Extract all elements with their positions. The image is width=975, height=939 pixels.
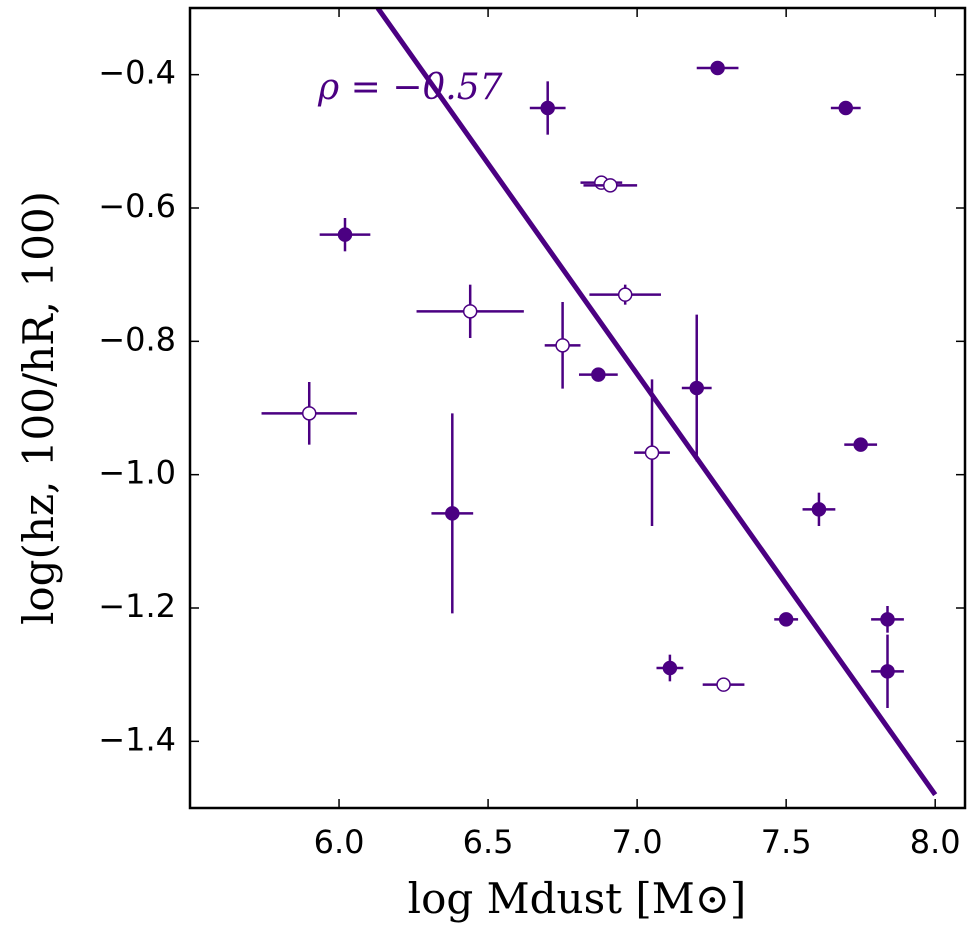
point [462, 304, 478, 319]
point [617, 287, 633, 302]
point [710, 60, 725, 76]
point [555, 338, 570, 353]
y-tick-label: −1.0 [98, 454, 176, 492]
y-tick-label: −0.8 [98, 320, 176, 358]
annotation: ρ = −0.57 [317, 67, 503, 108]
point [716, 677, 731, 692]
y-axis-label: log(hz, 100/hR, 100) [14, 191, 63, 625]
y-tick-label: −0.6 [98, 187, 176, 225]
point [880, 664, 895, 679]
y-tick-label: −0.4 [98, 54, 176, 92]
point [811, 502, 827, 517]
y-tick-label: −1.2 [98, 587, 176, 625]
point [880, 612, 895, 627]
point [603, 178, 618, 193]
x-tick-label: 6.5 [463, 823, 514, 861]
x-tick-label: 8.0 [910, 823, 961, 861]
x-axis-label: log Mdust [M⊙] [408, 874, 747, 923]
point [301, 406, 317, 421]
point [540, 100, 555, 116]
point [337, 227, 353, 242]
point [853, 437, 868, 452]
point [591, 367, 606, 382]
y-tick-label: −1.4 [98, 720, 176, 758]
x-tick-label: 6.0 [314, 823, 365, 861]
x-tick-label: 7.0 [612, 823, 663, 861]
point [644, 445, 660, 460]
point [778, 612, 794, 627]
point [838, 100, 854, 116]
plot-frame [188, 6, 967, 810]
point [689, 380, 704, 396]
point [662, 660, 678, 676]
point [445, 506, 460, 521]
x-tick-label: 7.5 [761, 823, 812, 861]
fit-line [375, 8, 938, 797]
